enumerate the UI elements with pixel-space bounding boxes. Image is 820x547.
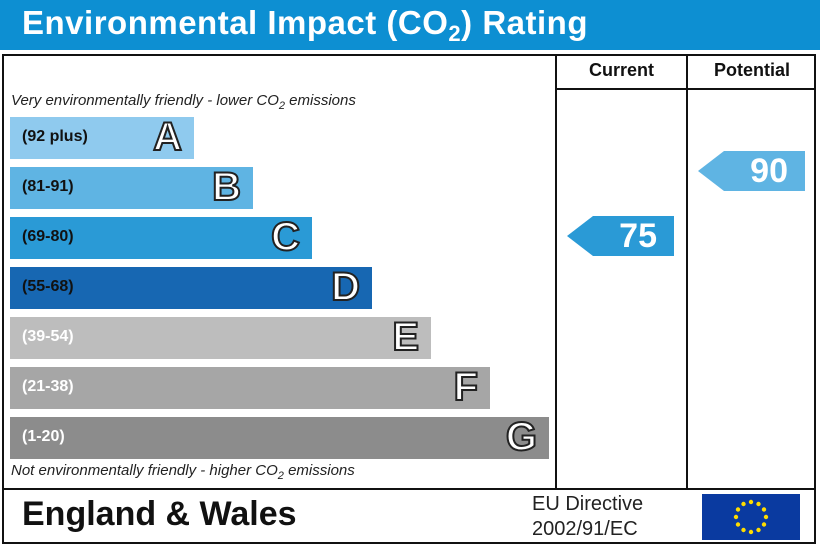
title-bar: Environmental Impact (CO2) Rating [0,0,820,50]
band-letter: D [330,264,361,310]
column-potential-header: Potential [713,60,790,80]
flag-star [761,507,767,512]
band-letter: E [391,314,420,360]
flag-star [763,514,769,520]
band-range-label: (1-20) [22,428,65,445]
directive-line1: EU Directive [532,493,644,515]
directive-line2: 2002/91/EC [532,518,638,540]
flag-star [733,514,739,520]
chart-title: Environmental Impact (CO2) Rating [22,4,588,46]
eu-flag-icon [702,494,800,540]
band-range-label: (55-68) [22,278,74,295]
flag-star [741,527,746,533]
flag-star [761,522,767,527]
potential-rating-arrow: 90 [698,151,805,191]
eu-directive: EU Directive 2002/91/EC [532,492,643,542]
band-a: (92 plus) A [10,114,194,160]
current-rating-value: 75 [619,217,657,255]
flag-star [735,507,741,512]
flag-star [748,499,754,505]
band-letter: A [152,114,183,160]
flag-star [735,522,741,527]
column-current-header: Current [588,60,654,80]
band-range-label: (92 plus) [22,128,88,145]
flag-star [756,527,761,533]
band-letter: F [453,364,479,410]
current-rating-arrow: 75 [567,216,674,256]
band-g: (1-20) G [10,414,549,460]
band-range-label: (81-91) [22,178,74,195]
band-d: (55-68) D [10,264,372,310]
band-letter: B [211,164,242,210]
band-range-label: (21-38) [22,378,74,395]
band-f: (21-38) F [10,364,490,410]
flag-star [756,501,761,507]
bottom-note: Not environmentally friendly - higher CO… [11,462,355,482]
flag-star [748,529,754,535]
band-letter: G [505,414,538,460]
band-range-label: (69-80) [22,228,74,245]
header-divider [555,88,816,90]
band-e: (39-54) E [10,314,431,360]
band-b: (81-91) B [10,164,253,210]
divider-potential [686,54,688,489]
footer-divider [2,488,816,490]
band-letter: C [270,214,301,260]
divider-current [555,54,557,489]
band-c: (69-80) C [10,214,312,260]
potential-rating-value: 90 [750,152,788,190]
flag-star [741,501,746,507]
top-note: Very environmentally friendly - lower CO… [11,92,356,112]
chart-frame [2,54,816,544]
country-label: England & Wales [22,495,297,533]
band-range-label: (39-54) [22,328,74,345]
